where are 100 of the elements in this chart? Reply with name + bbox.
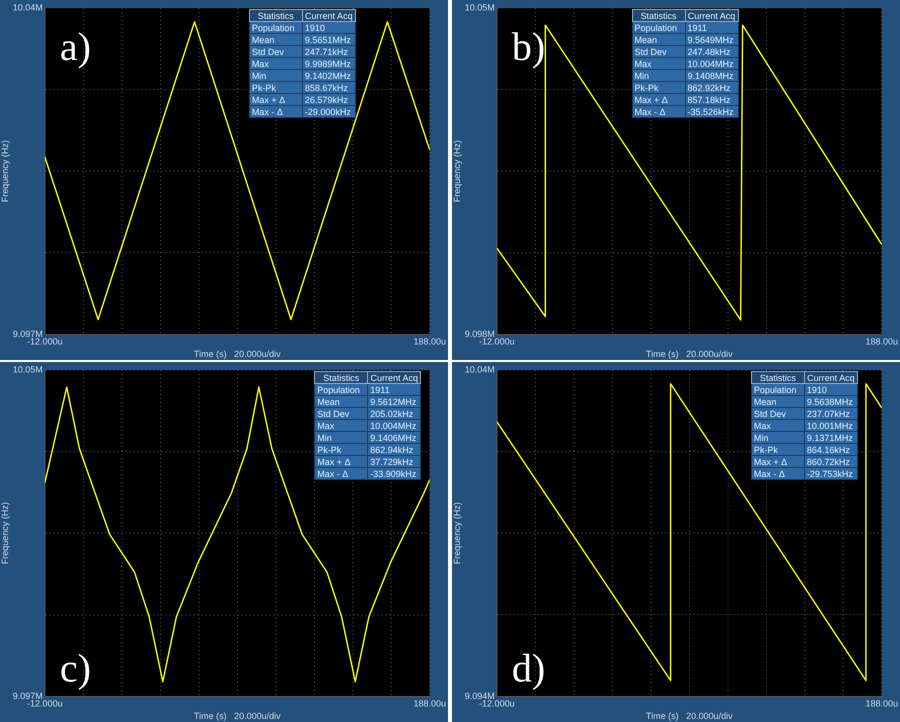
- x-tick-label: 188.00u: [413, 336, 446, 346]
- y-tick-label: 9.098M: [464, 328, 495, 339]
- x-tick-label: 188.00u: [413, 698, 446, 708]
- annotation: Max + Δ: [751, 456, 804, 468]
- annotation: Max - Δ: [632, 106, 686, 118]
- annotation: Mean: [751, 396, 804, 408]
- annotation: 860.72kHz: [804, 456, 858, 468]
- annotation: -33.909kHz: [368, 468, 421, 480]
- annotation: Std Dev: [249, 46, 302, 58]
- annotation: Std Dev: [751, 408, 804, 420]
- annotation: 37.729kHz: [368, 456, 421, 468]
- annotation: Std Dev: [632, 46, 686, 58]
- x-tick-label: -12.000u: [27, 698, 63, 708]
- annotation: Statistics: [632, 10, 686, 22]
- annotation: Current Acq: [685, 10, 738, 22]
- annotation: Max - Δ: [314, 468, 368, 480]
- annotation: -29.000kHz: [302, 106, 356, 118]
- text: d): [512, 645, 546, 690]
- annotation: 1910: [804, 384, 858, 396]
- annotation: Max: [632, 58, 686, 70]
- annotation: Statistics: [249, 10, 302, 22]
- annotation: 862.94kHz: [368, 444, 421, 456]
- annotation: 1910: [302, 22, 356, 34]
- annotation: 247.71kHz: [302, 46, 356, 58]
- y-axis-title: Frequency (Hz): [0, 140, 10, 202]
- annotation: 9.1371MHz: [804, 432, 858, 444]
- y-tick-label: 10.04M: [12, 2, 43, 12]
- annotation: 247.48kHz: [685, 46, 738, 58]
- annotation: 9.9989MHz: [302, 58, 356, 70]
- annotation: Mean: [314, 396, 368, 408]
- annotation: 858.67kHz: [302, 82, 356, 94]
- annotation: Max: [314, 420, 368, 432]
- annotation: Min: [314, 432, 368, 444]
- y-axis-title: Frequency (Hz): [452, 140, 462, 202]
- annotation: Population: [249, 22, 302, 34]
- y-tick-label: 9.097M: [12, 328, 43, 339]
- y-tick-label: 10.05M: [12, 364, 43, 374]
- y-axis-title: Frequency (Hz): [452, 502, 462, 564]
- annotation: 10.004MHz: [685, 58, 738, 70]
- annotation: 26.579kHz: [302, 94, 356, 106]
- annotation: 9.1406MHz: [368, 432, 421, 444]
- text: c): [60, 645, 91, 690]
- annotation: 862.92kHz: [685, 82, 738, 94]
- y-tick-label: 9.094M: [464, 690, 495, 701]
- annotation: Std Dev: [314, 408, 368, 420]
- x-axis-title: Time (s) 20.000u/div: [646, 349, 734, 360]
- annotation: Statistics: [314, 372, 368, 384]
- annotation: 10.004MHz: [368, 420, 421, 432]
- annotation: Population: [632, 22, 686, 34]
- annotation: Population: [751, 384, 804, 396]
- annotation: Mean: [632, 34, 686, 46]
- annotation: 9.5612MHz: [368, 396, 421, 408]
- annotation: Population: [314, 384, 368, 396]
- annotation: Min: [249, 70, 302, 82]
- annotation: Max + Δ: [314, 456, 368, 468]
- annotation: Mean: [249, 34, 302, 46]
- annotation: 1911: [685, 22, 738, 34]
- x-tick-label: -12.000u: [27, 336, 63, 346]
- y-axis-title: Frequency (Hz): [0, 502, 10, 564]
- x-tick-label: -12.000u: [479, 698, 515, 708]
- x-tick-label: -12.000u: [479, 336, 515, 346]
- annotation: Max - Δ: [249, 106, 302, 118]
- y-tick-label: 10.05M: [464, 2, 495, 12]
- x-tick-label: 188.00u: [865, 698, 898, 708]
- annotation: Current Acq: [804, 372, 858, 384]
- annotation: Max: [249, 58, 302, 70]
- chart-title: b): [512, 24, 546, 69]
- annotation: Max: [751, 420, 804, 432]
- annotation: 237.07kHz: [804, 408, 858, 420]
- annotation: -29.753kHz: [804, 468, 858, 480]
- annotation: 10.001MHz: [804, 420, 858, 432]
- annotation: Current Acq: [368, 372, 421, 384]
- annotation: 9.5638MHz: [804, 396, 858, 408]
- annotation: 9.5649MHz: [685, 34, 738, 46]
- x-axis-title: Time (s) 20.000u/div: [194, 349, 282, 360]
- y-tick-label: 9.097M: [12, 690, 43, 701]
- annotation: Pk-Pk: [314, 444, 368, 456]
- annotation: Pk-Pk: [249, 82, 302, 94]
- annotation: Max - Δ: [751, 468, 804, 480]
- x-tick-label: 188.00u: [865, 336, 898, 346]
- x-axis-title: Time (s) 20.000u/div: [194, 711, 282, 722]
- y-tick-label: 10.04M: [464, 364, 495, 374]
- annotation: 9.5651MHz: [302, 34, 356, 46]
- annotation: 1911: [368, 384, 421, 396]
- x-axis-title: Time (s) 20.000u/div: [646, 711, 734, 722]
- annotation: Pk-Pk: [632, 82, 686, 94]
- annotation: Min: [751, 432, 804, 444]
- annotation: Max + Δ: [632, 94, 686, 106]
- annotation: -35.526kHz: [685, 106, 738, 118]
- chart-title: a): [60, 24, 91, 69]
- annotation: 9.1402MHz: [302, 70, 356, 82]
- annotation: Pk-Pk: [751, 444, 804, 456]
- annotation: 9.1408MHz: [685, 70, 738, 82]
- annotation: Min: [632, 70, 686, 82]
- annotation: 864.16kHz: [804, 444, 858, 456]
- annotation: Statistics: [751, 372, 804, 384]
- annotation: Current Acq: [302, 10, 356, 22]
- annotation: Max + Δ: [249, 94, 302, 106]
- annotation: 857.18kHz: [685, 94, 738, 106]
- annotation: 205.02kHz: [368, 408, 421, 420]
